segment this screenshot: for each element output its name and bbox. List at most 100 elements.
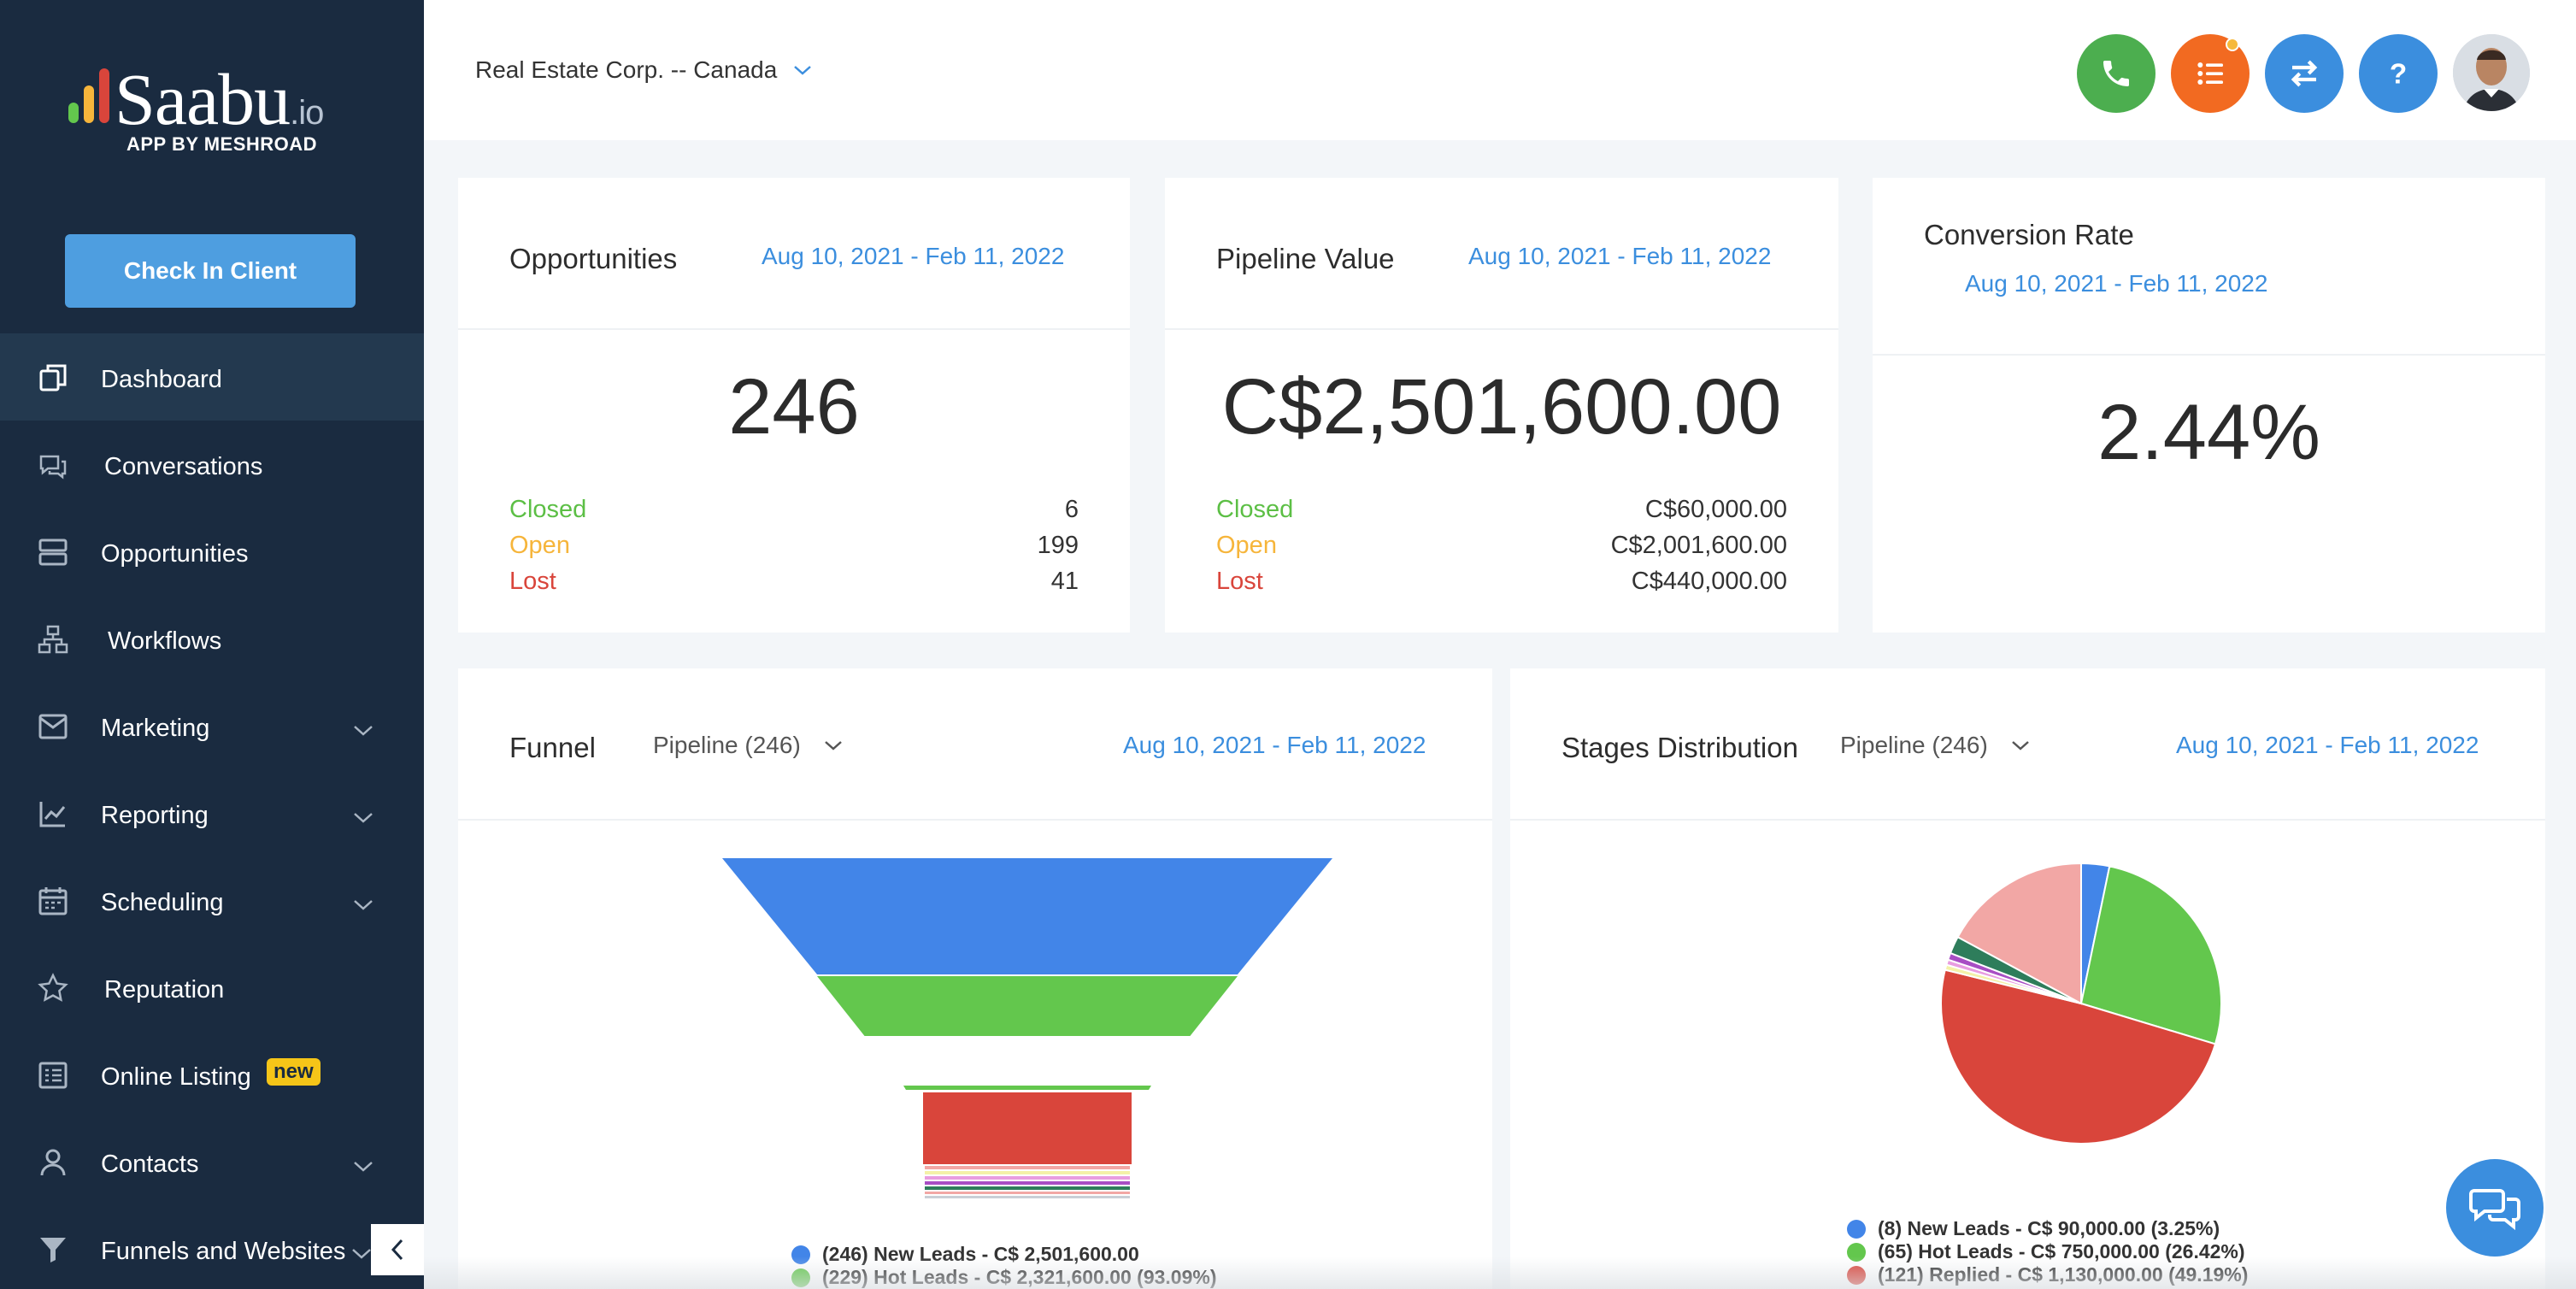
sidebar-item-workflows[interactable]: Workflows bbox=[0, 595, 424, 682]
logo-subtitle: APP BY MESHROAD bbox=[126, 133, 318, 155]
legend-label: (121) Replied - C$ 1,130,000.00 (49.19%) bbox=[1878, 1263, 2249, 1286]
funnel-segment-stage-4[interactable] bbox=[925, 1166, 1130, 1169]
sidebar-item-contacts[interactable]: Contacts bbox=[0, 1118, 424, 1205]
date-range[interactable]: Aug 10, 2021 - Feb 11, 2022 bbox=[1965, 270, 2268, 297]
switch-account-button[interactable] bbox=[2265, 34, 2344, 113]
legend-item[interactable]: (65) Hot Leads - C$ 750,000.00 (26.42%) bbox=[1847, 1240, 2248, 1263]
sidebar-item-label: Dashboard bbox=[101, 366, 222, 393]
legend-item[interactable]: (229) Hot Leads - C$ 2,321,600.00 (93.09… bbox=[791, 1266, 1217, 1289]
chevron-down-icon[interactable] bbox=[352, 896, 374, 913]
sidebar-item-conversations[interactable]: Conversations bbox=[0, 421, 424, 508]
legend-item[interactable]: (8) New Leads - C$ 90,000.00 (3.25%) bbox=[1847, 1217, 2248, 1240]
phone-icon bbox=[2103, 61, 2129, 86]
logo-text: Saabu.io bbox=[115, 58, 324, 140]
card-title: Conversion Rate bbox=[1924, 219, 2134, 250]
card-title: Stages Distribution bbox=[1561, 732, 1798, 763]
legend-label: (65) Hot Leads - C$ 750,000.00 (26.42%) bbox=[1878, 1240, 2245, 1263]
top-header: Real Estate Corp. -- Canada ? bbox=[424, 0, 2576, 140]
sidebar-item-funnels-and-websites[interactable]: Funnels and Websites bbox=[0, 1205, 424, 1289]
calendar-icon bbox=[38, 887, 68, 915]
funnel-segment-new-leads[interactable] bbox=[722, 858, 1332, 974]
stat-value: 6 bbox=[1064, 496, 1079, 523]
sidebar-item-scheduling[interactable]: Scheduling bbox=[0, 856, 424, 944]
stat-row-closed: Closed C$60,000.00 bbox=[1216, 496, 1787, 530]
pipeline-select[interactable]: Pipeline (246) bbox=[653, 732, 844, 759]
stat-value: 41 bbox=[1050, 568, 1079, 595]
pipeline-select-value: Pipeline (246) bbox=[1840, 732, 1988, 758]
pie-slice-replied[interactable] bbox=[1940, 968, 2217, 1145]
app-logo[interactable]: Saabu.io APP BY MESHROAD bbox=[62, 58, 369, 164]
stat-label: Closed bbox=[1216, 496, 1294, 523]
pipeline-select-value: Pipeline (246) bbox=[653, 732, 801, 758]
legend-dot bbox=[1847, 1265, 1866, 1285]
sidebar-item-reporting[interactable]: Reporting bbox=[0, 769, 424, 856]
check-in-client-button[interactable]: Check In Client bbox=[65, 234, 356, 308]
stages-pie-chart bbox=[1940, 862, 2222, 1145]
funnel-segment-stage-5[interactable] bbox=[925, 1171, 1130, 1174]
stat-row-closed: Closed 6 bbox=[509, 496, 1079, 530]
help-icon: ? bbox=[2390, 59, 2407, 91]
opportunities-icon bbox=[38, 539, 68, 566]
funnel-segment-hot-leads[interactable] bbox=[817, 976, 1238, 1036]
date-range[interactable]: Aug 10, 2021 - Feb 11, 2022 bbox=[2176, 732, 2479, 758]
sidebar-item-opportunities[interactable]: Opportunities bbox=[0, 508, 424, 595]
sidebar: Saabu.io APP BY MESHROAD Check In Client… bbox=[0, 0, 424, 1289]
funnel-segment-stage-9[interactable] bbox=[925, 1192, 1130, 1194]
legend-item[interactable]: (121) Replied - C$ 1,130,000.00 (49.19%) bbox=[1847, 1263, 2248, 1286]
sidebar-item-dashboard[interactable]: Dashboard bbox=[0, 333, 424, 421]
funnel-chart-lower bbox=[903, 1086, 1151, 1198]
chevron-down-icon[interactable] bbox=[350, 1245, 373, 1262]
chevron-down-icon[interactable] bbox=[352, 1157, 374, 1174]
stat-value: C$60,000.00 bbox=[1644, 496, 1787, 523]
legend-item[interactable]: (246) New Leads - C$ 2,501,600.00 bbox=[791, 1243, 1217, 1266]
help-button[interactable]: ? bbox=[2359, 34, 2438, 113]
legend-label: (229) Hot Leads - C$ 2,321,600.00 (93.09… bbox=[822, 1266, 1217, 1288]
sidebar-item-label: Funnels and Websites bbox=[101, 1238, 346, 1265]
stat-value: 199 bbox=[1037, 532, 1079, 559]
funnel-segment-stage-8[interactable] bbox=[925, 1186, 1130, 1190]
list-icon bbox=[2197, 62, 2223, 85]
legend-label: (8) New Leads - C$ 90,000.00 (3.25%) bbox=[1878, 1217, 2220, 1239]
funnel-segment-stage-10[interactable] bbox=[925, 1196, 1130, 1198]
divider bbox=[458, 819, 1492, 821]
date-range[interactable]: Aug 10, 2021 - Feb 11, 2022 bbox=[762, 243, 1065, 269]
collapse-sidebar-button[interactable] bbox=[371, 1224, 424, 1275]
chevron-down-icon bbox=[794, 66, 812, 75]
pipeline-total: C$2,501,600.00 bbox=[1221, 363, 1782, 450]
sidebar-nav: Dashboard Conversations Opportunities Wo… bbox=[0, 333, 424, 1289]
chat-widget-button[interactable] bbox=[2446, 1159, 2544, 1257]
chevron-down-icon[interactable] bbox=[352, 721, 374, 739]
new-badge: new bbox=[267, 1058, 321, 1086]
phone-button[interactable] bbox=[2077, 34, 2155, 113]
tasks-button[interactable] bbox=[2171, 34, 2250, 113]
date-range[interactable]: Aug 10, 2021 - Feb 11, 2022 bbox=[1468, 243, 1772, 269]
stat-label: Open bbox=[509, 532, 570, 559]
logo-bars-icon bbox=[65, 68, 113, 123]
card-title: Funnel bbox=[509, 732, 596, 763]
pipeline-select[interactable]: Pipeline (246) bbox=[1840, 732, 2031, 759]
funnel-segment-stage-6[interactable] bbox=[925, 1176, 1130, 1180]
sidebar-item-reputation[interactable]: Reputation bbox=[0, 944, 424, 1031]
date-range[interactable]: Aug 10, 2021 - Feb 11, 2022 bbox=[1123, 732, 1426, 758]
user-icon bbox=[40, 1149, 66, 1176]
divider bbox=[1165, 328, 1838, 330]
mail-icon bbox=[38, 714, 68, 739]
chevron-down-icon bbox=[2011, 741, 2029, 750]
user-avatar[interactable] bbox=[2453, 34, 2530, 111]
divider bbox=[1873, 354, 2545, 356]
chart-line-icon bbox=[39, 802, 66, 827]
funnel-segment-stage-7[interactable] bbox=[925, 1181, 1130, 1185]
sidebar-item-label: Workflows bbox=[108, 627, 222, 655]
sidebar-item-marketing[interactable]: Marketing bbox=[0, 682, 424, 769]
sidebar-item-online-listing[interactable]: Online Listing new bbox=[0, 1031, 424, 1118]
sidebar-item-label: Marketing bbox=[101, 715, 210, 742]
card-title: Pipeline Value bbox=[1216, 243, 1395, 274]
pie-slice-other-5[interactable] bbox=[1956, 862, 2082, 1005]
pie-slice-hot-leads[interactable] bbox=[2079, 865, 2222, 1045]
company-selector[interactable]: Real Estate Corp. -- Canada bbox=[475, 56, 813, 84]
funnel-legend: (246) New Leads - C$ 2,501,600.00 (229) … bbox=[791, 1243, 1217, 1289]
stat-label: Closed bbox=[509, 496, 587, 523]
stat-value: C$440,000.00 bbox=[1631, 568, 1787, 595]
funnel-segment-replied[interactable] bbox=[923, 1092, 1132, 1164]
chevron-down-icon[interactable] bbox=[352, 809, 374, 826]
